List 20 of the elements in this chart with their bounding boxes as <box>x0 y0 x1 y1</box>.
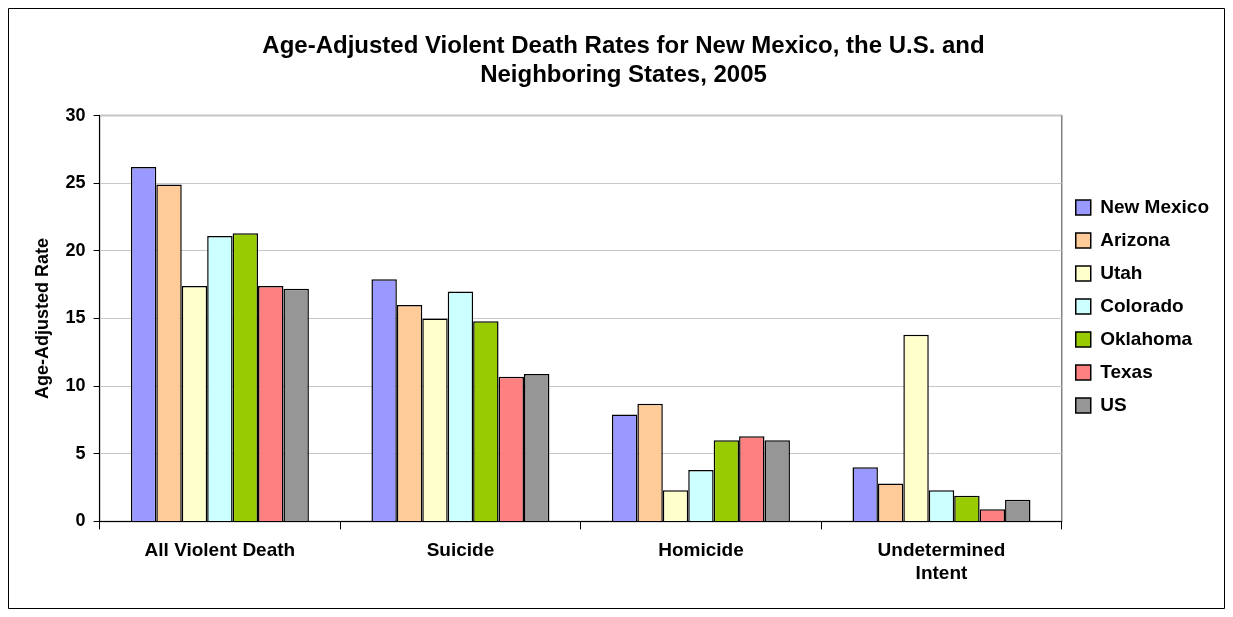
x-tick-label: Suicide <box>426 539 495 561</box>
legend-label: Utah <box>1100 261 1143 283</box>
y-tick-label: 5 <box>75 442 86 463</box>
legend-label: Oklahoma <box>1100 327 1193 349</box>
y-tick-label: 30 <box>65 104 86 125</box>
y-tick-label: 20 <box>65 239 86 260</box>
y-tick-label: 25 <box>65 172 86 193</box>
x-tick-label: All Violent Death <box>144 539 296 561</box>
legend-label: Texas <box>1100 360 1153 382</box>
chart-title: Age-Adjusted Violent Death Rates for New Mexico, the U.S. and Neighboring States, 2005 <box>262 31 985 87</box>
y-tick-label: 15 <box>65 307 86 328</box>
legend-label: New Mexico <box>1100 195 1210 217</box>
y-axis-title: Age-Adjusted Rate <box>31 237 52 400</box>
y-tick-label: 10 <box>65 375 86 396</box>
legend-label: Colorado <box>1100 294 1184 316</box>
legend-label: US <box>1100 393 1127 415</box>
y-tick-label: 0 <box>75 510 86 531</box>
legend-label: Arizona <box>1100 228 1171 250</box>
x-tick-label: Undetermined Intent <box>877 539 1006 583</box>
x-tick-label: Homicide <box>658 539 744 561</box>
